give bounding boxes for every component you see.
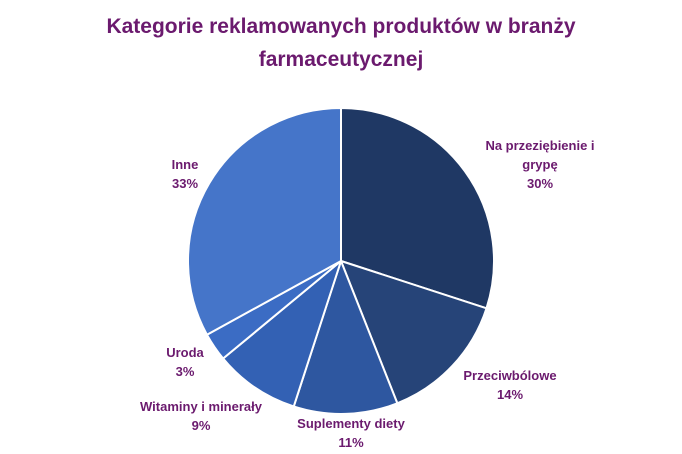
slice-label-painkillers-percent: 14% xyxy=(496,387,524,402)
slice-label-cold-flu-line-1: Na przeziębienie i xyxy=(485,138,595,153)
slice-label-vitamins-name: Witaminy i minerały xyxy=(140,399,262,414)
slice-label-cold-flu: Na przeziębienie i grypę 30% xyxy=(470,136,610,193)
slice-label-beauty-percent: 3% xyxy=(175,364,195,379)
slice-label-other-name: Inne xyxy=(171,157,199,172)
pie-slice-painkillers xyxy=(340,260,488,405)
chart-title-line-2: farmaceutycznej xyxy=(258,48,424,71)
slice-label-beauty-name: Uroda xyxy=(166,345,204,360)
chart-title: Kategorie reklamowanych produktów w bran… xyxy=(0,10,682,76)
slice-label-other-percent: 33% xyxy=(171,176,199,191)
slice-label-cold-flu-percent: 30% xyxy=(526,176,554,191)
slice-label-other: Inne 33% xyxy=(150,155,220,193)
slice-label-vitamins-percent: 9% xyxy=(191,418,211,433)
slice-label-supplements: Suplementy diety 11% xyxy=(281,414,421,452)
slice-label-cold-flu-line-2: grypę xyxy=(522,157,558,172)
slice-label-supplements-percent: 11% xyxy=(338,435,364,450)
slice-label-beauty: Uroda 3% xyxy=(150,343,220,381)
slice-label-supplements-name: Suplementy diety xyxy=(297,416,405,431)
chart-title-line-1: Kategorie reklamowanych produktów w bran… xyxy=(106,15,576,38)
slice-label-vitamins: Witaminy i minerały 9% xyxy=(121,397,281,435)
pie-slice-supplements xyxy=(292,260,399,416)
pie-slice-vitamins xyxy=(222,260,342,408)
slice-label-painkillers-name: Przeciwbólowe xyxy=(463,368,557,383)
pie-slice-other xyxy=(187,107,342,336)
pie-slice-cold-flu xyxy=(340,107,495,310)
slice-label-painkillers: Przeciwbólowe 14% xyxy=(450,366,570,404)
